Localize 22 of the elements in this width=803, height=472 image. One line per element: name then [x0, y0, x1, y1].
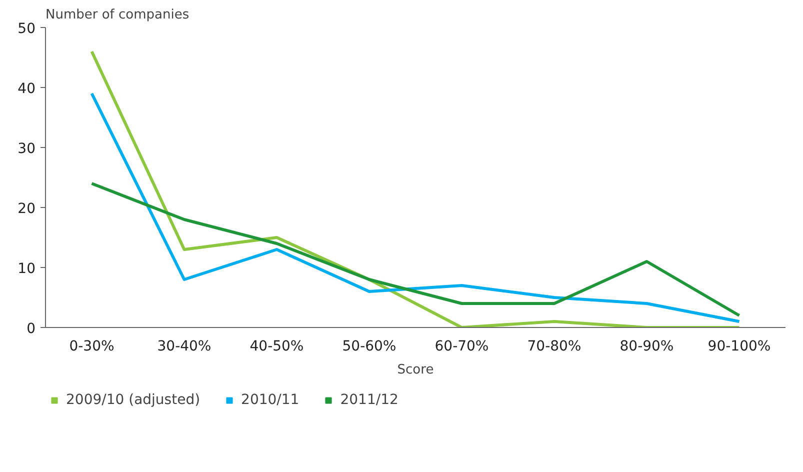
legend-label: 2011/12 — [340, 392, 398, 408]
x-tick-label: 40-50% — [250, 338, 304, 354]
x-tick-label: 0-30% — [69, 338, 114, 354]
y-tick-label: 20 — [18, 201, 36, 217]
line-series — [90, 92, 741, 323]
legend-label: 2009/10 (adjusted) — [66, 392, 200, 408]
x-tick-label: 30-40% — [157, 338, 212, 354]
y-tick-label: 30 — [18, 141, 36, 157]
legend-label: 2010/11 — [241, 392, 300, 408]
x-tick-label: 50-60% — [342, 338, 396, 354]
y-tick-label: 10 — [18, 261, 36, 277]
line-series — [90, 182, 741, 317]
x-axis-title: Score — [397, 362, 434, 378]
x-tick-label: 60-70% — [434, 338, 489, 354]
line-series — [90, 50, 741, 328]
y-tick-label: 40 — [18, 81, 36, 97]
x-tick-label: 90-100% — [708, 338, 771, 354]
x-tick-label: 80-90% — [620, 338, 674, 354]
y-tick-label: 50 — [18, 21, 36, 37]
x-tick-label: 70-80% — [527, 338, 582, 354]
y-tick-label: 0 — [26, 321, 36, 337]
y-axis-title: Number of companies — [46, 8, 190, 22]
